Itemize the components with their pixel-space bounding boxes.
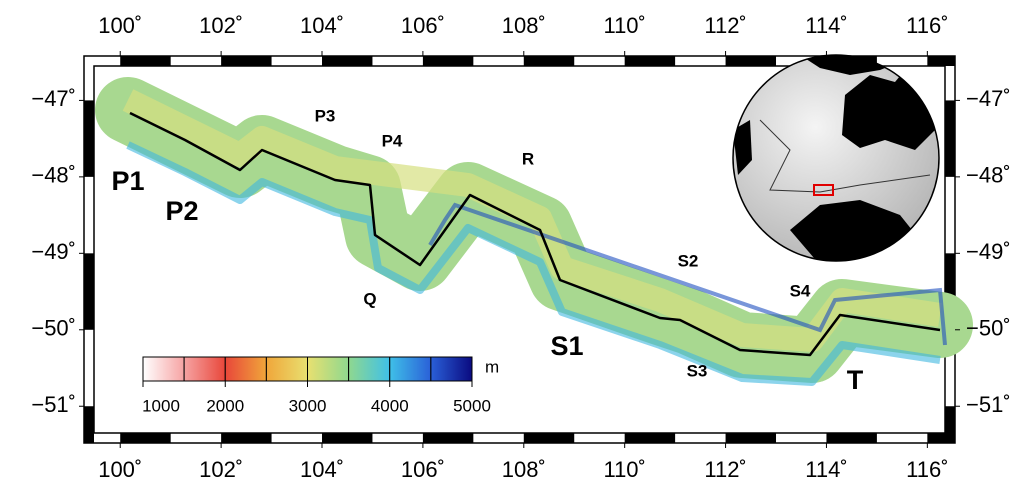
frame-segment	[84, 253, 94, 330]
ship-track	[129, 111, 941, 357]
y-tick-label: −50˚	[31, 316, 76, 341]
frame-segment	[927, 433, 955, 443]
frame-segment	[945, 406, 955, 443]
site-label: P3	[315, 106, 336, 125]
frame-segment	[725, 56, 777, 66]
y-tick-label: −51˚	[31, 392, 76, 417]
x-tick-label: 116˚	[906, 13, 948, 38]
site-labels: P1 P2 P3 P4 Q R S1 S2 S3 S4 T	[111, 106, 863, 395]
frame-segment	[945, 100, 955, 177]
continent-africa	[733, 120, 752, 175]
x-tick-label: 100˚	[98, 13, 142, 38]
site-label: Q	[363, 289, 376, 308]
frame-segment	[624, 56, 676, 66]
frame-segment	[422, 56, 474, 66]
axes: 100˚ 100˚ 102˚ 102˚ 104˚ 104˚ 106˚ 106˚ 108˚ 108˚…	[31, 13, 1010, 482]
x-tick-label: 108˚	[502, 13, 546, 38]
frame-segment	[322, 433, 373, 443]
colorbar-tick-label: 4000	[371, 396, 409, 415]
site-label: S3	[687, 361, 708, 380]
colorbar-segment	[389, 356, 432, 382]
swath-edge-deep	[428, 202, 947, 346]
frame-segment	[523, 56, 575, 66]
y-tick-label: −47˚	[31, 86, 76, 111]
x-tick-label: 110˚	[603, 457, 645, 482]
frame-segment	[523, 433, 575, 443]
site-label: R	[522, 149, 534, 168]
y-tick-label: −48˚	[966, 163, 1011, 188]
frame-segment	[221, 56, 272, 66]
y-tick-label: −47˚	[966, 86, 1011, 111]
y-tick-label: −49˚	[966, 239, 1011, 264]
colorbar-segment	[348, 356, 391, 382]
study-area-box	[813, 184, 834, 196]
site-label: S4	[790, 281, 811, 300]
x-tick-label: 106˚	[401, 457, 445, 482]
site-label: S2	[678, 251, 699, 270]
frame-segment	[725, 433, 777, 443]
x-tick-label: 110˚	[603, 13, 645, 38]
x-tick-label: 112˚	[704, 13, 746, 38]
colorbar-tick-label: 2000	[206, 396, 244, 415]
y-tick-label: −50˚	[966, 316, 1011, 341]
bathymetry-swath	[95, 77, 973, 386]
colorbar-segment	[224, 356, 267, 382]
x-tick-label: 104˚	[300, 13, 344, 38]
y-tick-label: −48˚	[31, 163, 76, 188]
x-tick-label: 102˚	[199, 457, 243, 482]
frame-segment	[120, 56, 171, 66]
colorbar-segment	[430, 356, 473, 382]
swath-edge	[126, 141, 941, 386]
plate-boundary	[759, 119, 931, 193]
colorbar-tick-label: 1000	[142, 396, 180, 415]
swath-highlight	[122, 89, 942, 352]
frame-segment	[945, 253, 955, 330]
site-label: P1	[111, 166, 144, 196]
frame-segment	[826, 433, 877, 443]
x-tick-label: 100˚	[98, 457, 142, 482]
continent-australia	[842, 70, 935, 150]
colorbar: 1000 2000 3000 4000 5000 m	[142, 356, 499, 415]
frame-segment	[84, 406, 94, 443]
x-tick-label: 108˚	[502, 457, 546, 482]
colorbar-tick-label: 3000	[289, 396, 327, 415]
x-tick-label: 114˚	[805, 13, 847, 38]
x-tick-label: 114˚	[805, 457, 847, 482]
y-tick-label: −49˚	[31, 239, 76, 264]
inset-globe	[732, 54, 940, 262]
x-tick-label: 116˚	[906, 457, 948, 482]
colorbar-tick-label: 5000	[453, 396, 491, 415]
site-label: S1	[550, 331, 583, 361]
x-tick-label: 106˚	[401, 13, 445, 38]
frame-segment	[322, 56, 373, 66]
frame-segment	[84, 100, 94, 177]
frame-segment	[221, 433, 272, 443]
frame-segment	[120, 433, 171, 443]
colorbar-unit: m	[485, 357, 499, 376]
colorbar-segment	[307, 356, 350, 382]
colorbar-segment	[183, 356, 226, 382]
frame-segment	[927, 56, 955, 66]
site-label: P4	[382, 131, 403, 150]
x-tick-label: 102˚	[199, 13, 243, 38]
y-tick-label: −51˚	[966, 392, 1011, 417]
colorbar-segment	[265, 356, 308, 382]
x-tick-label: 112˚	[704, 457, 746, 482]
frame-segment	[624, 433, 676, 443]
x-tick-label: 104˚	[300, 457, 344, 482]
colorbar-segment	[142, 356, 185, 382]
site-label: P2	[165, 196, 198, 226]
site-label: T	[847, 365, 864, 395]
frame-segment	[422, 433, 474, 443]
